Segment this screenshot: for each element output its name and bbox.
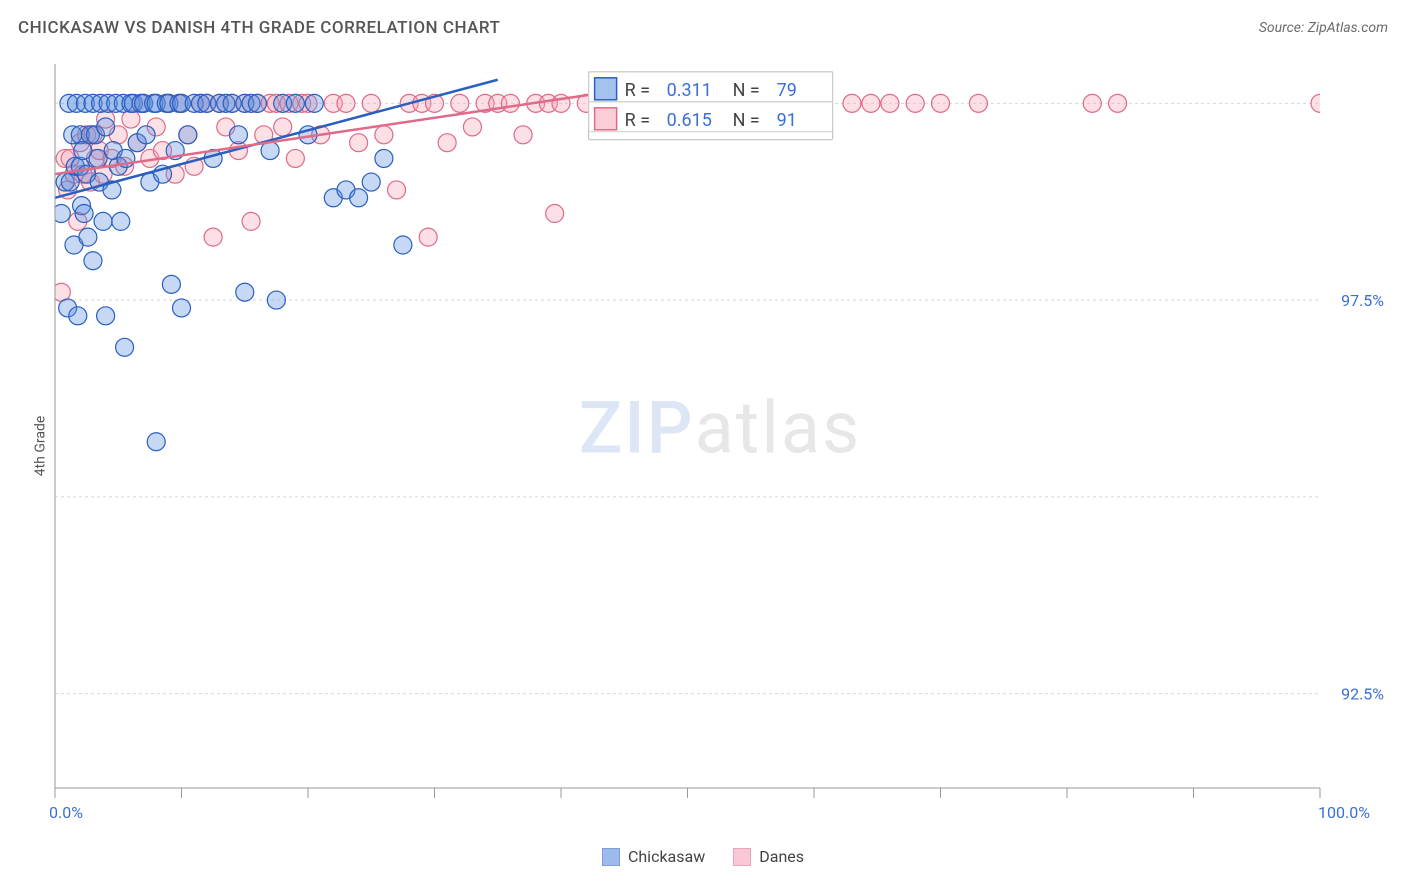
data-point (112, 212, 130, 230)
scatter-plot: 92.5% 97.5% 0.0% 100.0% R = 0.311 N = 79 R = 0.61… (50, 58, 1390, 828)
data-point (179, 126, 197, 144)
stat-r-label: R = (625, 80, 650, 101)
data-point (75, 205, 93, 223)
stat-n-label: N = (733, 110, 760, 131)
y-axis-label: 4th Grade (32, 416, 48, 477)
data-point (267, 291, 285, 309)
legend-label: Chickasaw (628, 847, 705, 866)
data-point (229, 126, 247, 144)
stats-box: R = 0.311 N = 79 R = 0.615 N = 91 (589, 72, 833, 140)
data-point (394, 236, 412, 254)
data-point (451, 94, 469, 112)
data-point (969, 94, 987, 112)
data-point (375, 126, 393, 144)
data-point (1083, 94, 1101, 112)
stat-r-value: 0.615 (667, 110, 712, 131)
data-point (881, 94, 899, 112)
data-point (242, 212, 260, 230)
data-point (236, 283, 254, 301)
y-tick-label: 97.5% (1341, 291, 1384, 310)
data-point (546, 205, 564, 223)
data-point (137, 126, 155, 144)
data-point (286, 94, 304, 112)
data-point (1109, 94, 1127, 112)
x-tick-label: 0.0% (50, 803, 83, 822)
data-point (350, 134, 368, 152)
data-point (463, 118, 481, 136)
data-point (204, 228, 222, 246)
stat-n-value: 79 (777, 80, 797, 101)
chart-title: CHICKASAW VS DANISH 4TH GRADE CORRELATIO… (18, 18, 500, 38)
data-point (388, 181, 406, 199)
plot-area: 92.5% 97.5% 0.0% 100.0% R = 0.311 N = 79 R = 0.61… (50, 58, 1390, 828)
legend-item: Chickasaw (602, 847, 705, 866)
data-point (162, 275, 180, 293)
data-point (337, 94, 355, 112)
data-point (350, 189, 368, 207)
x-tick-label: 100.0% (1318, 803, 1370, 822)
legend-swatch-icon (733, 848, 751, 866)
data-point (419, 228, 437, 246)
legend-swatch-icon (595, 78, 617, 100)
data-point (305, 94, 323, 112)
stat-n-value: 91 (777, 110, 797, 131)
data-point (362, 94, 380, 112)
data-point (97, 118, 115, 136)
data-point (375, 149, 393, 167)
data-point (116, 338, 134, 356)
data-point (274, 118, 292, 136)
data-point (438, 134, 456, 152)
data-point (362, 173, 380, 191)
data-point (514, 126, 532, 144)
stat-n-label: N = (733, 80, 760, 101)
data-point (862, 94, 880, 112)
data-point (84, 252, 102, 270)
legend-item: Danes (733, 847, 804, 866)
stat-r-value: 0.311 (667, 80, 712, 101)
stat-r-label: R = (625, 110, 650, 131)
data-point (1311, 94, 1329, 112)
data-point (173, 299, 191, 317)
legend: Chickasaw Danes (0, 847, 1406, 866)
data-point (69, 307, 87, 325)
data-point (843, 94, 861, 112)
legend-label: Danes (759, 847, 804, 866)
data-point (94, 212, 112, 230)
legend-swatch-icon (602, 848, 620, 866)
data-point (147, 433, 165, 451)
data-point (79, 228, 97, 246)
data-point (932, 94, 950, 112)
chart-header: CHICKASAW VS DANISH 4TH GRADE CORRELATIO… (18, 18, 1388, 38)
data-point (286, 149, 304, 167)
data-point (97, 307, 115, 325)
y-tick-label: 92.5% (1341, 685, 1384, 704)
data-point (248, 94, 266, 112)
chart-source: Source: ZipAtlas.com (1259, 20, 1388, 36)
data-point (906, 94, 924, 112)
legend-swatch-icon (595, 108, 617, 130)
data-point (501, 94, 519, 112)
